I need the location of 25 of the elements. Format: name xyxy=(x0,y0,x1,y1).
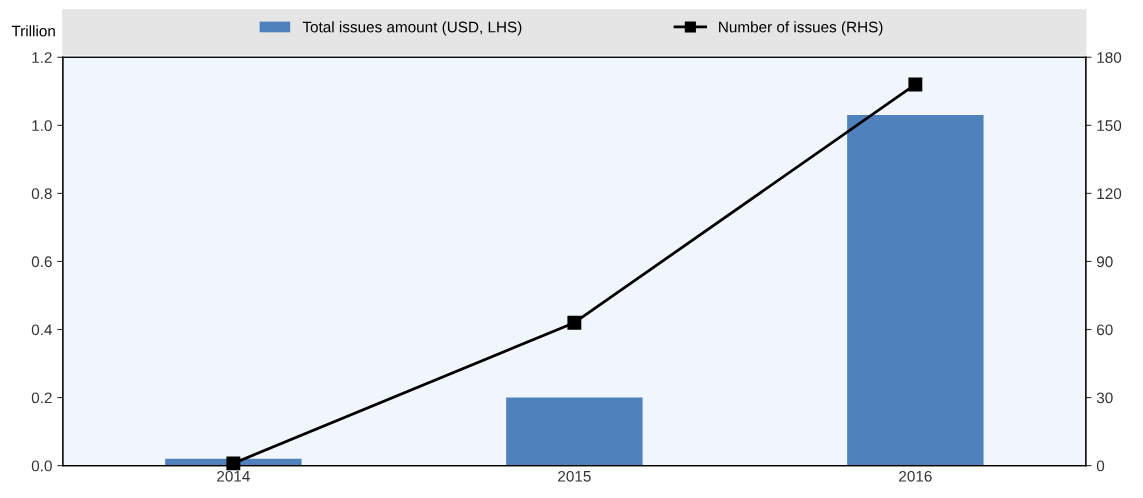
y-tick-label: 0.2 xyxy=(31,392,52,404)
x-tick-label: 2014 xyxy=(217,470,250,482)
y2-tick-label: 150 xyxy=(1097,120,1122,132)
x-tick-label: 2016 xyxy=(899,470,932,482)
x-tick-label: 2015 xyxy=(558,470,591,482)
y2-tick-label: 60 xyxy=(1097,324,1113,336)
y2-tick-label: 0 xyxy=(1096,460,1105,472)
point xyxy=(908,77,923,92)
y-axis-title: Trillion xyxy=(11,25,55,37)
y-tick-label: 0.6 xyxy=(31,256,52,268)
legend-label: Total issues amount (USD, LHS) xyxy=(302,21,522,36)
bar xyxy=(506,397,643,466)
y-tick-label: 1.0 xyxy=(32,120,52,132)
y2-tick-label: 30 xyxy=(1096,392,1113,404)
y-tick-label: 0.8 xyxy=(31,188,52,200)
y-tick-label: 1.2 xyxy=(32,52,52,63)
y-tick-label: 0.0 xyxy=(31,460,52,472)
y2-tick-label: 120 xyxy=(1097,188,1122,200)
point xyxy=(567,315,582,330)
legend-label: Number of issues (RHS) xyxy=(719,21,883,36)
y2-tick-label: 180 xyxy=(1097,52,1122,63)
y-tick-label: 0.4 xyxy=(31,324,52,336)
point xyxy=(226,456,241,471)
y2-tick-label: 90 xyxy=(1096,256,1113,268)
bar xyxy=(847,115,984,466)
